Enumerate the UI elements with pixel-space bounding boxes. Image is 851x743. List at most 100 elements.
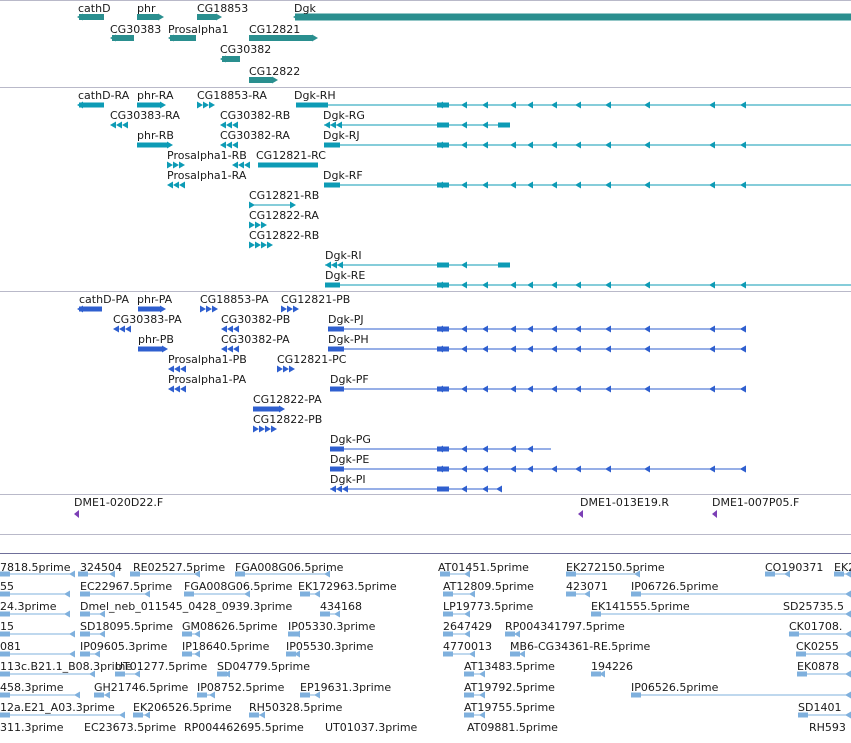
- est-glyph[interactable]: [464, 630, 470, 638]
- est-label[interactable]: AT19755.5prime: [464, 701, 555, 714]
- transcript-glyph[interactable]: [527, 281, 533, 289]
- transcript-glyph[interactable]: [122, 121, 128, 129]
- est-label[interactable]: AT12809.5prime: [443, 580, 534, 593]
- transcript-glyph[interactable]: [461, 101, 467, 109]
- protein-glyph[interactable]: [605, 465, 611, 473]
- est-glyph[interactable]: [94, 692, 104, 698]
- protein-glyph[interactable]: [510, 385, 516, 393]
- protein-glyph[interactable]: [461, 485, 467, 493]
- est-label[interactable]: 24.3prime: [0, 600, 57, 613]
- est-glyph[interactable]: [796, 651, 806, 657]
- transcript-glyph[interactable]: [255, 221, 261, 229]
- protein-glyph[interactable]: [575, 345, 581, 353]
- est-glyph[interactable]: [109, 570, 115, 578]
- transcript-glyph[interactable]: [482, 181, 488, 189]
- est-glyph[interactable]: [591, 611, 601, 617]
- est-label[interactable]: EK141555.5prime: [591, 600, 690, 613]
- gene-label[interactable]: CG18853: [197, 2, 249, 15]
- est-glyph[interactable]: [519, 650, 525, 658]
- protein-glyph[interactable]: [330, 466, 344, 472]
- transcript-glyph[interactable]: [605, 181, 611, 189]
- est-label[interactable]: SD25735.5: [783, 600, 844, 613]
- est-glyph[interactable]: [845, 610, 851, 618]
- protein-glyph[interactable]: [289, 365, 295, 373]
- protein-glyph[interactable]: [279, 405, 285, 413]
- protein-label[interactable]: CG30382-PA: [221, 333, 290, 346]
- transcript-glyph[interactable]: [740, 281, 746, 289]
- protein-glyph[interactable]: [527, 385, 533, 393]
- transcript-glyph[interactable]: [551, 181, 557, 189]
- transcript-glyph[interactable]: [160, 101, 166, 109]
- gene-glyph[interactable]: [77, 13, 83, 21]
- transcript-glyph[interactable]: [255, 241, 261, 249]
- est-glyph[interactable]: [130, 571, 140, 577]
- transcript-glyph[interactable]: [167, 141, 173, 149]
- est-label[interactable]: RH50328.5prime: [249, 701, 343, 714]
- gene-glyph[interactable]: [272, 76, 278, 84]
- transcript-label[interactable]: Dgk-RH: [294, 89, 336, 102]
- protein-glyph[interactable]: [293, 305, 299, 313]
- est-label[interactable]: 4770013: [443, 640, 492, 653]
- transcript-glyph[interactable]: [437, 262, 449, 268]
- est-label[interactable]: CO190371: [765, 561, 824, 574]
- protein-glyph[interactable]: [221, 345, 227, 353]
- clone-marker[interactable]: [74, 510, 79, 518]
- transcript-glyph[interactable]: [244, 161, 250, 169]
- est-label[interactable]: UT01037.3prime: [325, 721, 418, 734]
- est-label[interactable]: IP06526.5prime: [631, 681, 719, 694]
- est-glyph[interactable]: [631, 591, 641, 597]
- protein-glyph[interactable]: [644, 465, 650, 473]
- protein-glyph[interactable]: [212, 305, 218, 313]
- protein-glyph[interactable]: [180, 385, 186, 393]
- transcript-glyph[interactable]: [203, 101, 209, 109]
- est-label[interactable]: 324504: [80, 561, 122, 574]
- protein-glyph[interactable]: [277, 365, 283, 373]
- protein-glyph[interactable]: [482, 345, 488, 353]
- protein-label[interactable]: Dgk-PH: [328, 333, 369, 346]
- protein-glyph[interactable]: [174, 385, 180, 393]
- est-label[interactable]: MB6-CG34361-RE.5prime: [510, 640, 651, 653]
- est-glyph[interactable]: [194, 570, 200, 578]
- est-label[interactable]: GH21746.5prime: [94, 681, 189, 694]
- gene-label[interactable]: Prosalpha1: [168, 23, 229, 36]
- est-glyph[interactable]: [74, 691, 80, 699]
- est-glyph[interactable]: [294, 630, 300, 638]
- est-glyph[interactable]: [464, 671, 474, 677]
- est-glyph[interactable]: [324, 570, 330, 578]
- est-glyph[interactable]: [314, 691, 320, 699]
- est-glyph[interactable]: [300, 692, 310, 698]
- est-glyph[interactable]: [115, 671, 125, 677]
- est-label[interactable]: 311.3prime: [0, 721, 64, 734]
- protein-label[interactable]: CG12822-PA: [253, 393, 322, 406]
- transcript-glyph[interactable]: [179, 181, 185, 189]
- est-glyph[interactable]: [0, 671, 10, 677]
- protein-glyph[interactable]: [336, 485, 342, 493]
- protein-label[interactable]: CG12822-PB: [253, 413, 323, 426]
- gene-glyph[interactable]: [158, 13, 164, 21]
- gene-glyph[interactable]: [216, 13, 222, 21]
- transcript-glyph[interactable]: [461, 121, 467, 129]
- gene-label[interactable]: CG30382: [220, 43, 272, 56]
- transcript-glyph[interactable]: [232, 161, 238, 169]
- protein-glyph[interactable]: [437, 446, 449, 452]
- transcript-glyph[interactable]: [336, 121, 342, 129]
- transcript-glyph[interactable]: [238, 161, 244, 169]
- est-glyph[interactable]: [80, 591, 90, 597]
- est-glyph[interactable]: [249, 712, 259, 718]
- protein-label[interactable]: Dgk-PJ: [328, 313, 364, 326]
- est-glyph[interactable]: [184, 591, 194, 597]
- est-label[interactable]: UT01277.5prime: [115, 660, 208, 673]
- transcript-glyph[interactable]: [527, 181, 533, 189]
- est-glyph[interactable]: [133, 712, 143, 718]
- transcript-glyph[interactable]: [261, 241, 267, 249]
- protein-glyph[interactable]: [527, 325, 533, 333]
- protein-glyph[interactable]: [328, 346, 344, 352]
- protein-glyph[interactable]: [496, 485, 502, 493]
- est-glyph[interactable]: [845, 691, 851, 699]
- est-label[interactable]: RE02527.5prime: [133, 561, 226, 574]
- transcript-glyph[interactable]: [232, 141, 238, 149]
- transcript-glyph[interactable]: [79, 102, 104, 108]
- est-glyph[interactable]: [584, 590, 590, 598]
- est-label[interactable]: 12a.E21_A03.3prime: [0, 701, 115, 714]
- est-glyph[interactable]: [78, 571, 88, 577]
